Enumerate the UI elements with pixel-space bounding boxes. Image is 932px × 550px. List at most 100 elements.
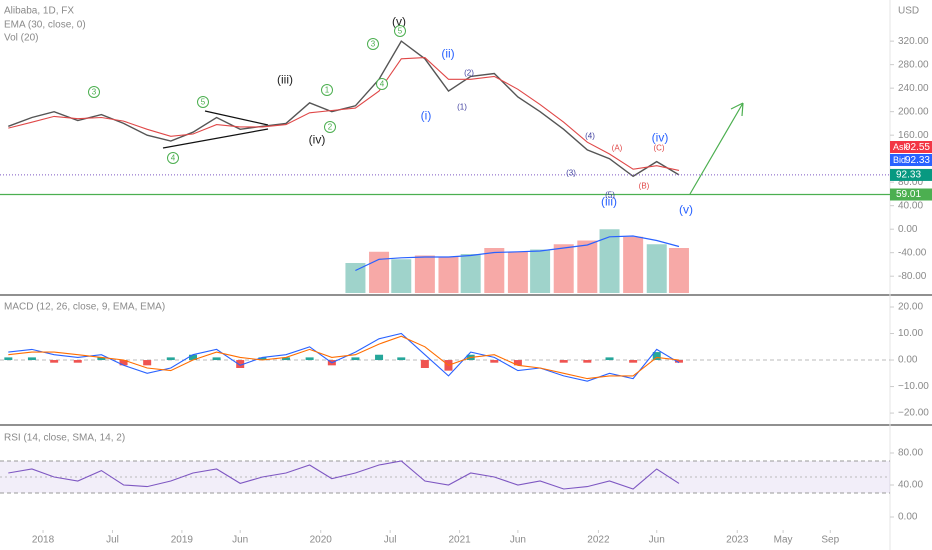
y-tick-label: 160.00 <box>898 130 929 141</box>
y-tick-label: 240.00 <box>898 83 929 94</box>
histogram-bar <box>236 360 245 368</box>
bid-box <box>890 154 932 166</box>
triangle-line <box>162 128 269 149</box>
series-line <box>355 235 680 272</box>
wave-label: 1 <box>325 86 330 95</box>
histogram-bar <box>97 357 106 361</box>
y-tick-label: 80.00 <box>898 177 923 188</box>
y-tick-label: 0.00 <box>898 355 918 366</box>
projection-arrow <box>689 102 744 195</box>
x-tick-label: Sep <box>821 535 839 546</box>
volume-bar <box>484 248 505 293</box>
wave-label: (ii) <box>441 47 454 61</box>
volume-bar <box>460 254 481 293</box>
histogram-bar <box>652 352 661 361</box>
wave-label: 3 <box>92 88 97 97</box>
histogram-bar <box>605 357 614 361</box>
rsi-title: RSI (14, close, SMA, 14, 2) <box>4 433 125 444</box>
wave-label: (5) <box>605 191 615 200</box>
wave-label: (iii) <box>277 73 293 87</box>
histogram-bar <box>674 360 683 363</box>
volume-bar <box>623 236 644 293</box>
x-tick-label: 2018 <box>32 535 55 546</box>
level-price: 59.01 <box>896 189 921 200</box>
y-tick-label: 20.00 <box>898 302 923 313</box>
volume-bar <box>668 248 689 293</box>
y-tick-label: 200.00 <box>898 106 929 117</box>
wave-circle <box>394 25 406 37</box>
x-tick-label: Jun <box>232 535 248 546</box>
histogram-bar <box>166 357 175 361</box>
y-tick-label: 10.00 <box>898 328 923 339</box>
volume-bar <box>391 259 412 293</box>
histogram-bar <box>73 360 82 363</box>
y-tick-label: −20.00 <box>898 408 929 419</box>
bid-price: 92.33 <box>905 155 930 166</box>
wave-circle <box>167 152 179 164</box>
y-tick-label: -40.00 <box>898 247 927 258</box>
histogram-bar <box>143 360 152 366</box>
histogram-bar <box>420 360 429 368</box>
wave-label: (2) <box>464 69 474 78</box>
wave-circle <box>88 86 100 98</box>
y-tick-label: 0.00 <box>898 512 918 523</box>
volume-bar <box>345 263 366 293</box>
triangle-line <box>204 110 269 126</box>
level-box <box>890 188 932 201</box>
x-tick-label: May <box>774 535 793 546</box>
chart-title: Alibaba, 1D, FX <box>4 6 74 17</box>
histogram-bar <box>212 357 221 361</box>
histogram-bar <box>583 360 592 363</box>
x-tick-label: 2021 <box>448 535 471 546</box>
series-line <box>8 57 680 171</box>
x-tick-label: 2019 <box>171 535 194 546</box>
wave-circle <box>321 84 333 96</box>
x-tick-label: Jun <box>649 535 665 546</box>
histogram-bar <box>490 360 499 363</box>
wave-label: (v) <box>392 15 406 29</box>
wave-label: (1) <box>457 103 467 112</box>
histogram-bar <box>629 360 638 363</box>
histogram-bar <box>188 354 197 361</box>
ask-label: Ask <box>893 142 909 152</box>
y-tick-label: 40.00 <box>898 200 923 211</box>
y-tick-label: -80.00 <box>898 271 927 282</box>
histogram-bar <box>50 360 59 363</box>
histogram-bar <box>397 357 406 361</box>
histogram-bar <box>282 357 291 361</box>
x-tick-label: 2022 <box>587 535 610 546</box>
y-tick-label: 80.00 <box>898 448 923 459</box>
wave-label: (iii) <box>601 195 617 209</box>
wave-label: 5 <box>398 27 403 36</box>
wave-label: (B) <box>639 182 650 191</box>
volume-bar <box>599 229 620 293</box>
x-tick-label: Jul <box>384 535 397 546</box>
x-tick-label: Jul <box>106 535 119 546</box>
wave-circle <box>324 121 336 133</box>
macd-title: MACD (12, 26, close, 9, EMA, EMA) <box>4 302 165 313</box>
wave-label: 5 <box>201 98 206 107</box>
wave-circle <box>197 96 209 108</box>
volume-bar <box>646 244 667 293</box>
ask-price: 92.55 <box>905 142 930 153</box>
histogram-bar <box>513 360 522 366</box>
wave-label: 2 <box>328 123 333 132</box>
volume-bar <box>438 257 459 293</box>
x-tick-label: 2020 <box>310 535 333 546</box>
series-line <box>8 335 680 380</box>
histogram-bar <box>4 357 13 361</box>
wave-label: (3) <box>566 169 576 178</box>
wave-label: (i) <box>421 109 432 123</box>
wave-label: 4 <box>171 154 176 163</box>
volume-bar <box>369 251 390 293</box>
series-line <box>8 40 680 178</box>
histogram-bar <box>559 360 568 363</box>
histogram-bar <box>375 354 384 361</box>
ask-box <box>890 141 932 153</box>
y-tick-label: 280.00 <box>898 59 929 70</box>
wave-label: (v) <box>679 203 693 217</box>
wave-label: (A) <box>612 144 623 153</box>
currency-label: USD <box>898 6 919 17</box>
